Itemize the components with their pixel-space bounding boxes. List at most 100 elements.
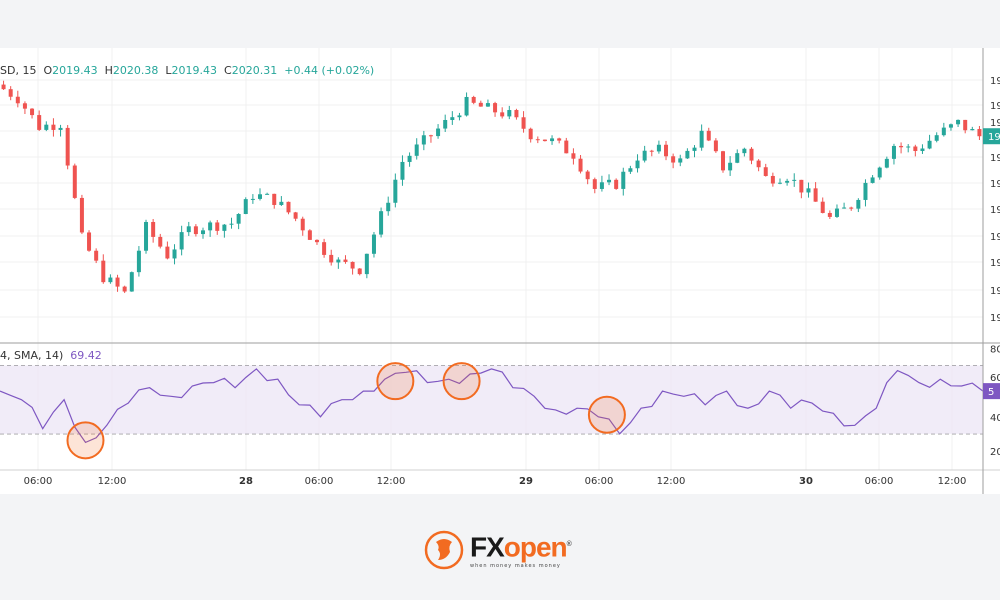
candle-body (286, 201, 291, 213)
candle-body (208, 222, 213, 231)
candle (785, 178, 790, 186)
candle-body (15, 96, 20, 104)
candle-body (664, 144, 669, 157)
candle-body (229, 223, 234, 225)
candle (30, 108, 35, 119)
candle (379, 207, 384, 238)
candle-body (393, 179, 398, 203)
candle-body (215, 222, 220, 231)
chart-panel[interactable]: 19 19 19 19 19 19 19 19 19 19 19 80 60 40 20 5 06:00 12… (0, 48, 1000, 494)
candle (314, 239, 319, 245)
candle (749, 147, 754, 165)
candle-body (79, 197, 84, 233)
candle (243, 197, 248, 215)
open-value: 2019.43 (52, 64, 98, 77)
candle-body (899, 145, 904, 148)
candle (528, 127, 533, 143)
candle-body (628, 168, 633, 172)
candle (884, 156, 889, 169)
candle-body (350, 261, 355, 269)
candle (671, 153, 676, 169)
candle-body (621, 171, 626, 189)
candle-body (37, 115, 42, 130)
candle (649, 149, 654, 157)
candle (193, 224, 198, 237)
price-tick-label: 19 (990, 76, 1000, 87)
candle-body (265, 193, 270, 195)
time-tick-label: 12:00 (98, 476, 127, 487)
candle-body (94, 250, 99, 261)
candle (550, 135, 555, 145)
candle-body (407, 155, 412, 162)
time-tick-label: 06:00 (585, 476, 614, 487)
candle (136, 246, 141, 277)
rsi-axis[interactable]: 80 60 40 20 5 (983, 344, 1000, 458)
candle (621, 167, 626, 196)
candle (165, 241, 170, 260)
candle-body (179, 232, 184, 250)
candle-body (51, 124, 56, 130)
candle (635, 154, 640, 173)
candle-body (635, 160, 640, 169)
candle-body (400, 161, 405, 180)
candle (65, 125, 70, 170)
chart-svg[interactable]: 19 19 19 19 19 19 19 19 19 19 19 80 60 40 20 5 06:00 12… (0, 48, 1000, 494)
candle (571, 148, 576, 165)
candle-body (322, 242, 327, 255)
candle-body (963, 119, 968, 131)
candle (151, 218, 156, 243)
brand-name: FXopen® (470, 531, 572, 563)
candle-body (379, 211, 384, 235)
candle (222, 224, 227, 238)
candle-body (699, 130, 704, 148)
candle (813, 182, 818, 202)
price-axis[interactable]: 19 19 19 19 19 19 19 19 19 19 19 (983, 76, 1000, 324)
candle (599, 175, 604, 192)
candle (628, 165, 633, 174)
candle (934, 132, 939, 143)
candle (471, 95, 476, 105)
candle-body (756, 160, 761, 168)
candle-body (257, 194, 262, 199)
candle (229, 217, 234, 229)
candle-body (457, 115, 462, 118)
candle-body (820, 201, 825, 213)
candle (514, 108, 519, 120)
candle (428, 134, 433, 143)
candle-body (193, 226, 198, 235)
candle-body (806, 188, 811, 193)
candle-body (58, 127, 63, 130)
candle-body (941, 127, 946, 136)
candle-body (464, 96, 469, 116)
candle-body (571, 153, 576, 159)
rsi-params: 4, SMA, 14) (0, 349, 64, 362)
candle (336, 257, 341, 269)
candle-body (735, 153, 740, 163)
candle (721, 150, 726, 173)
candle (371, 231, 376, 258)
candle-body (777, 182, 782, 184)
candle (250, 194, 255, 204)
brand-tagline: when money makes money (470, 562, 561, 569)
time-tick-label: 06:00 (305, 476, 334, 487)
candle-body (65, 127, 70, 166)
candle (870, 175, 875, 184)
candle (37, 110, 42, 131)
candle (899, 142, 904, 154)
candle-body (849, 207, 854, 209)
candle-body (243, 199, 248, 215)
candle-body (813, 188, 818, 202)
time-axis[interactable]: 06:00 12:00 28 06:00 12:00 29 06:00 12:00 30 06:0… (24, 476, 967, 487)
candle (1, 80, 6, 90)
candle (15, 90, 20, 108)
candle-body (706, 130, 711, 141)
candle-body (763, 167, 768, 176)
candle (756, 159, 761, 172)
candle-body (450, 117, 455, 120)
candle (215, 219, 220, 235)
candle-body (649, 150, 654, 152)
candle-body (542, 139, 547, 142)
candle-body (614, 179, 619, 189)
candle-body (884, 158, 889, 168)
candle (806, 182, 811, 198)
